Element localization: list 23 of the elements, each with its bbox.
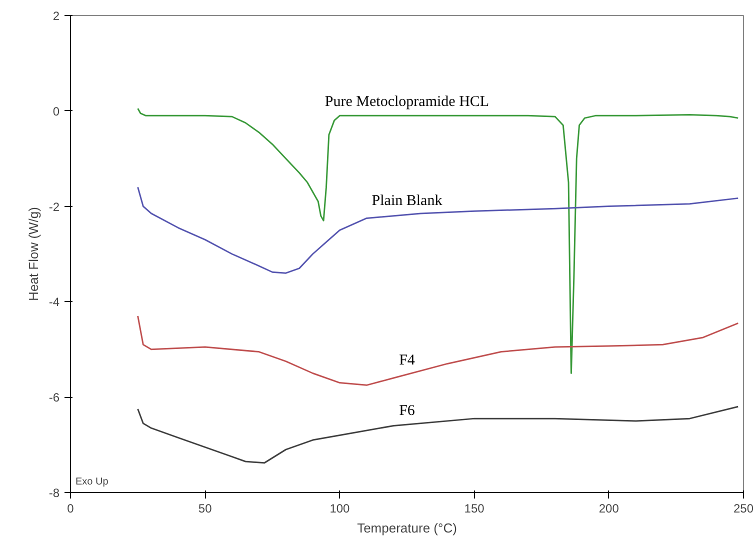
x-tick-label: 50	[198, 502, 212, 516]
y-tick-label: -8	[48, 486, 60, 500]
x-axis-title: Temperature (°C)	[357, 520, 457, 536]
y-tick-label: -4	[48, 295, 60, 310]
x-tick-label: 100	[330, 502, 350, 516]
line-series	[137, 315, 739, 386]
series-label: F6	[399, 402, 416, 419]
line-series	[137, 186, 739, 274]
x-tick-label: 0	[67, 502, 74, 516]
y-axis-title: Heat Flow (W/g)	[26, 207, 41, 301]
x-tick-label: 150	[464, 502, 485, 516]
series-label: Plain Blank	[372, 192, 443, 209]
y-tick-label: -2	[48, 200, 60, 214]
x-tick-label: 250	[733, 502, 753, 516]
series-label: F4	[399, 352, 416, 369]
y-tick-label: 0	[52, 104, 60, 118]
line-series	[137, 406, 739, 464]
y-tick-label: -6	[48, 390, 60, 405]
line-series	[137, 108, 739, 374]
annotation: Exo Up	[76, 476, 109, 488]
x-tick-label: 200	[598, 502, 620, 516]
y-tick-label: 2	[52, 9, 60, 23]
series-label: Pure Metoclopramide HCL	[324, 94, 490, 110]
